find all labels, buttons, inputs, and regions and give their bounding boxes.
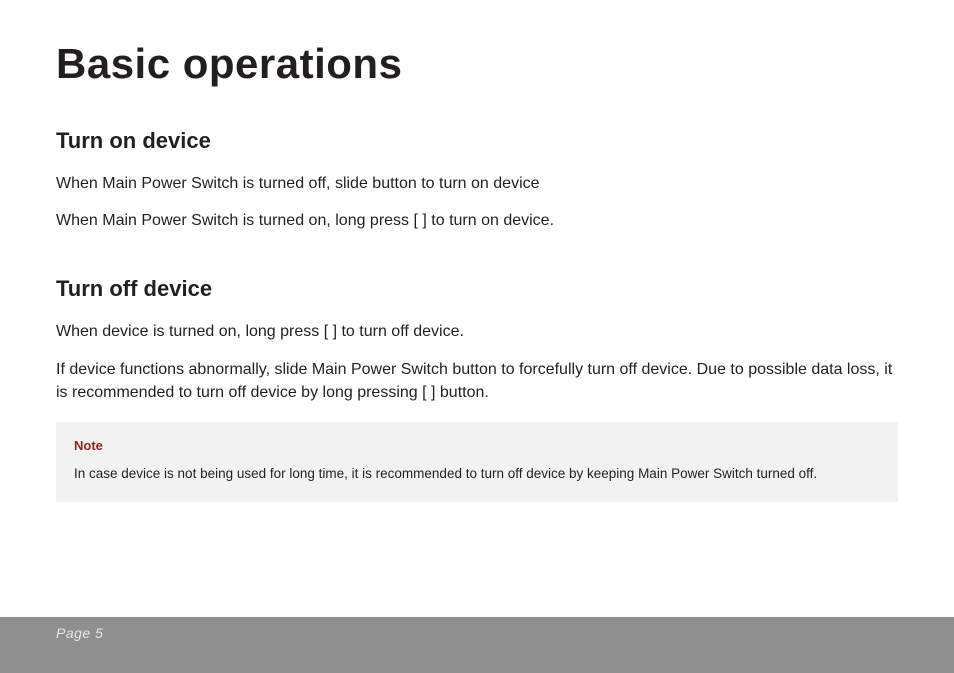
page-title: Basic operations <box>56 40 898 88</box>
page-number: Page 5 <box>56 625 103 641</box>
note-label: Note <box>74 438 880 453</box>
paragraph: When Main Power Switch is turned off, sl… <box>56 172 898 195</box>
note-text: In case device is not being used for lon… <box>74 465 880 484</box>
paragraph: When device is turned on, long press [ ]… <box>56 320 898 343</box>
page-content: Basic operations Turn on device When Mai… <box>0 0 954 502</box>
section-heading-turn-on: Turn on device <box>56 128 898 154</box>
note-box: Note In case device is not being used fo… <box>56 422 898 502</box>
document-page: Basic operations Turn on device When Mai… <box>0 0 954 673</box>
paragraph: If device functions abnormally, slide Ma… <box>56 358 898 404</box>
spacer <box>56 246 898 276</box>
page-footer: Page 5 <box>0 617 954 673</box>
paragraph: When Main Power Switch is turned on, lon… <box>56 209 898 232</box>
section-heading-turn-off: Turn off device <box>56 276 898 302</box>
